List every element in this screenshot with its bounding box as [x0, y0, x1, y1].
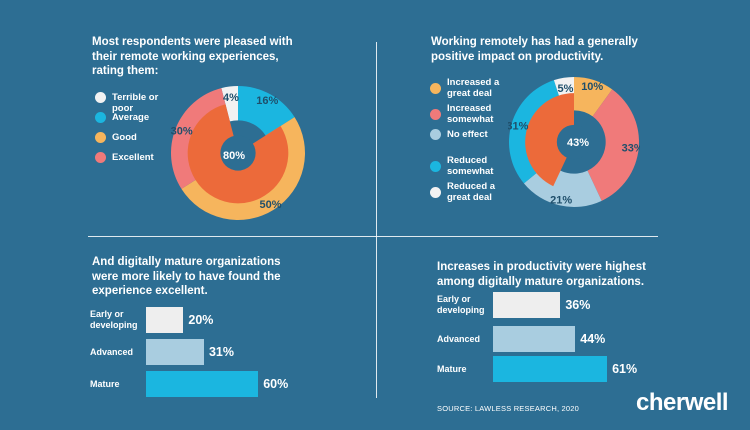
bar — [146, 339, 204, 365]
legend-swatch — [430, 83, 441, 94]
panel2-donut-chart: 10% 33% 21% 31% 5% 43% — [508, 77, 640, 207]
panel3-title-line: And digitally mature organizations — [92, 256, 281, 268]
donut-hole — [556, 124, 592, 160]
legend-label: No effect — [447, 129, 488, 140]
donut-slice-average — [238, 86, 295, 136]
bar-value-label: 44% — [580, 332, 606, 346]
bar-category-label: Advanced — [90, 347, 134, 357]
slice-label: 31% — [508, 121, 529, 133]
bar — [493, 326, 576, 352]
legend-swatch — [430, 129, 441, 140]
slice-label: 16% — [256, 95, 278, 107]
panel3-bar-chart: Early or developing 20% Advanced 31% Mature 60… — [90, 305, 370, 400]
bar-category-label: Mature — [90, 379, 120, 389]
bar — [493, 356, 608, 382]
bar-value-label: 61% — [612, 362, 638, 376]
legend-label: Increased a great deal — [447, 77, 500, 99]
bar-category-label: Mature — [437, 364, 467, 374]
slice-label: 33% — [622, 143, 640, 155]
bar-value-label: 36% — [565, 298, 591, 312]
legend-label: Increased somewhat — [447, 103, 494, 125]
legend-swatch — [430, 161, 441, 172]
panel3-title-line: experience excellent. — [92, 285, 208, 297]
panel1-legend: Terrible or poor Average Good Excellent — [95, 92, 180, 172]
panel1-title-line: Most respondents were pleased with — [92, 36, 293, 48]
legend-swatch — [95, 152, 106, 163]
donut-slice-increased-a-great-deal — [574, 77, 613, 117]
legend-swatch — [95, 132, 106, 143]
bar-value-label: 20% — [188, 313, 214, 327]
legend-label: Average — [112, 112, 150, 123]
donut-hole — [220, 135, 256, 171]
inner-ring-segment — [525, 93, 574, 187]
legend-label: Reduced somewhat — [447, 155, 494, 177]
panel1-donut-chart: 4% 16% 50% 30% 80% — [171, 86, 305, 220]
bar-value-label: 31% — [208, 345, 234, 359]
panel2-title-line: Working remotely has had a generally — [431, 36, 638, 48]
panel4-title: Increases in productivity were highest a… — [437, 260, 646, 289]
bar-category-label: Early or developing — [437, 294, 485, 315]
legend-label: Terrible or poor — [112, 92, 159, 114]
panel1-title-line: rating them: — [92, 65, 159, 77]
legend-label: Good — [112, 132, 137, 143]
center-value-label: 43% — [567, 137, 589, 149]
legend-label: Excellent — [112, 152, 154, 163]
cherwell-logo: cherwell — [636, 389, 729, 416]
panel1-title: Most respondents were pleased with their… — [92, 35, 293, 79]
horizontal-divider — [88, 236, 658, 237]
bar-category-label: Early or developing — [90, 309, 138, 330]
bar — [493, 292, 561, 318]
legend-swatch — [95, 112, 106, 123]
slice-label: 21% — [550, 195, 572, 207]
slice-label: 5% — [558, 83, 574, 95]
panel3-title: And digitally mature organizations were … — [92, 255, 281, 299]
bar-value-label: 60% — [263, 377, 289, 391]
legend-swatch — [430, 109, 441, 120]
legend-label: Reduced a great deal — [447, 181, 496, 203]
slice-label: 30% — [171, 126, 193, 138]
bar — [146, 371, 259, 397]
legend-swatch — [95, 92, 106, 103]
legend-swatch — [430, 187, 441, 198]
bar — [146, 307, 184, 333]
panel2-title: Working remotely has had a generally pos… — [431, 35, 638, 64]
donut-slice-terrible-or-poor — [221, 86, 238, 122]
slice-label: 10% — [581, 81, 603, 93]
panel2-title-line: positive impact on productivity. — [431, 50, 604, 63]
source-note: SOURCE: LAWLESS RESEARCH, 2020 — [437, 404, 580, 413]
slice-label: 50% — [259, 199, 281, 211]
donut-slice-increased-somewhat — [587, 89, 639, 201]
panel4-bar-chart: Early or developing 36% Advanced 44% Mature 61… — [437, 292, 717, 387]
panel4-title-line: among digitally mature organizations. — [437, 275, 645, 288]
inner-ring-segment — [187, 104, 289, 204]
panel4-title-line: Increases in productivity were highest — [437, 261, 646, 273]
slice-label: 4% — [223, 92, 239, 104]
center-value-label: 80% — [223, 150, 245, 162]
vertical-divider — [376, 42, 377, 398]
panel3-title-line: were more likely to have found the — [92, 270, 281, 283]
panel1-title-line: their remote working experiences, — [92, 50, 279, 63]
panel2-legend: Increased a great deal Increased somewhat No… — [430, 77, 515, 207]
bar-category-label: Advanced — [437, 334, 481, 344]
